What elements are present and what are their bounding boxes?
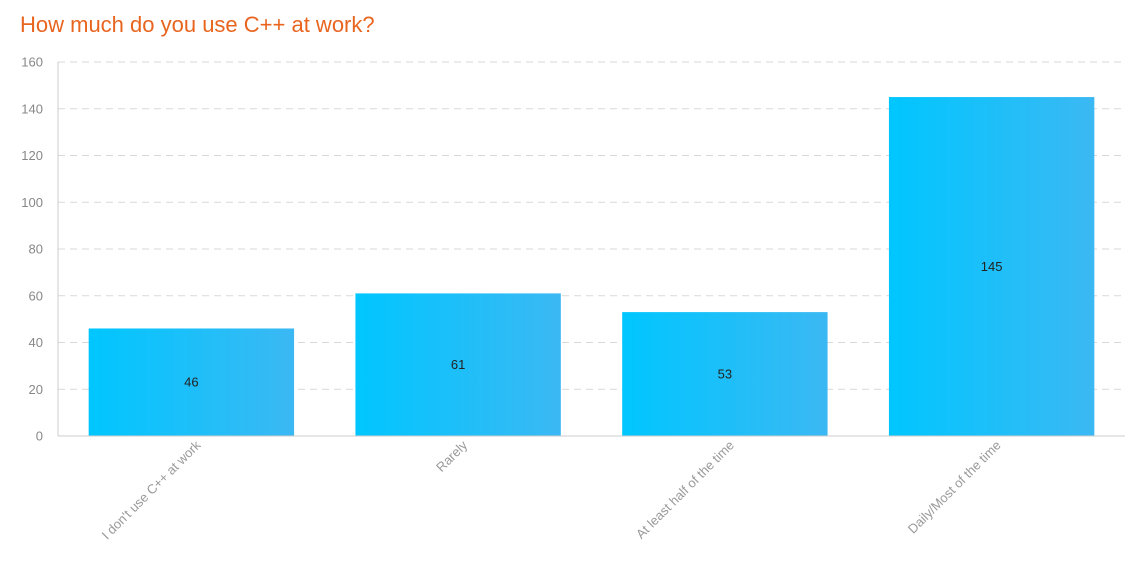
data-label: 53 [718, 367, 732, 382]
x-tick-label: I don't use C++ at work [99, 437, 204, 542]
bar[interactable] [88, 328, 295, 436]
y-tick-label: 140 [21, 101, 43, 116]
bar[interactable] [622, 312, 828, 436]
data-label: 145 [981, 259, 1003, 274]
bar[interactable] [888, 97, 1095, 436]
y-tick-label: 40 [29, 335, 43, 350]
bar[interactable] [355, 293, 561, 436]
x-tick-label: Rarely [433, 437, 471, 475]
y-tick-label: 100 [21, 195, 43, 210]
y-tick-label: 160 [21, 55, 43, 70]
x-tick-label: Daily/Most of the time [905, 438, 1004, 537]
bars [88, 97, 1095, 436]
y-tick-label: 0 [36, 429, 43, 444]
y-axis-tick-labels: 0 20 40 60 80 100 120 140 160 [21, 55, 43, 444]
x-axis-tick-labels: I don't use C++ at work Rarely At least ha… [99, 437, 1004, 542]
x-tick-label: At least half of the time [633, 438, 737, 542]
y-tick-label: 20 [29, 382, 43, 397]
y-tick-label: 60 [29, 288, 43, 303]
data-label: 46 [184, 375, 198, 390]
data-label: 61 [451, 357, 465, 372]
chart-title: How much do you use C++ at work? [20, 12, 375, 37]
axes [57, 62, 1125, 437]
y-tick-label: 80 [29, 242, 43, 257]
y-tick-label: 120 [21, 148, 43, 163]
data-labels: 46 61 53 145 [184, 259, 1002, 390]
